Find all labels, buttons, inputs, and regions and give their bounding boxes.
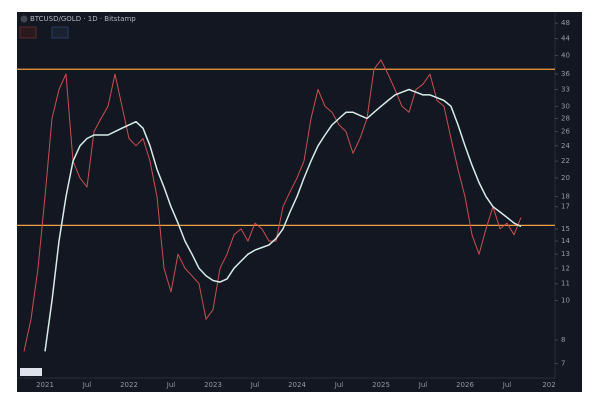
x-tick-label: 2023 <box>204 381 222 389</box>
y-tick-label: 18 <box>561 193 570 201</box>
x-tick-label: Jul <box>250 381 260 389</box>
y-tick-label: 8 <box>561 336 565 344</box>
y-tick-label: 15 <box>561 225 570 233</box>
logo <box>20 368 42 376</box>
y-tick-label: 24 <box>561 142 570 150</box>
x-tick-label: 202 <box>542 381 555 389</box>
buy-button[interactable] <box>51 26 69 39</box>
x-tick-label: 2026 <box>456 381 474 389</box>
x-tick-label: 2021 <box>36 381 54 389</box>
y-tick-label: 48 <box>561 19 570 27</box>
line-series <box>44 88 522 352</box>
x-tick-label: Jul <box>166 381 176 389</box>
x-tick-label: 2024 <box>288 381 306 389</box>
x-tick-label: 2022 <box>120 381 138 389</box>
y-tick-label: 26 <box>561 128 570 136</box>
x-tick-label: 2025 <box>372 381 390 389</box>
y-tick-label: 36 <box>561 70 570 78</box>
y-tick-label: 7 <box>561 360 565 368</box>
x-tick-label: Jul <box>418 381 428 389</box>
chart-background <box>17 12 582 392</box>
y-tick-label: 14 <box>561 237 570 245</box>
y-tick-label: 22 <box>561 157 570 165</box>
y-tick-label: 30 <box>561 102 570 110</box>
y-tick-label: 40 <box>561 51 570 59</box>
x-tick-label: Jul <box>334 381 344 389</box>
y-tick-label: 11 <box>561 280 570 288</box>
y-tick-label: 12 <box>561 264 570 272</box>
x-tick-label: Jul <box>82 381 92 389</box>
y-tick-label: 28 <box>561 115 570 123</box>
y-tick-label: 20 <box>561 174 570 182</box>
y-tick-label: 44 <box>561 35 570 43</box>
y-tick-label: 17 <box>561 203 570 211</box>
chart-title: BTCUSD/GOLD · 1D · Bitstamp <box>30 15 136 23</box>
y-tick-label: 10 <box>561 297 570 305</box>
y-tick-label: 13 <box>561 250 570 258</box>
x-tick-label: Jul <box>502 381 512 389</box>
y-tick-label: 33 <box>561 85 570 93</box>
symbol-icon <box>20 15 28 23</box>
sell-button[interactable] <box>19 26 37 39</box>
